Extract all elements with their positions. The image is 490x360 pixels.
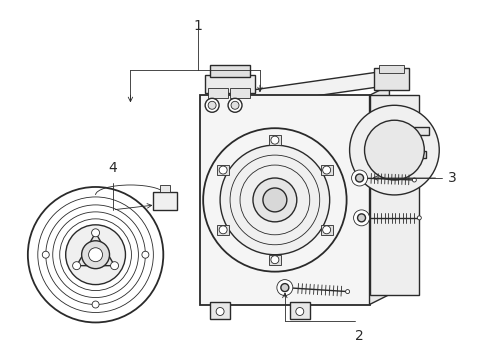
Polygon shape bbox=[215, 71, 390, 110]
Bar bbox=[379, 66, 404, 73]
Bar bbox=[269, 135, 281, 145]
Circle shape bbox=[281, 284, 289, 292]
Text: 1: 1 bbox=[194, 19, 203, 32]
Circle shape bbox=[89, 248, 102, 262]
Bar bbox=[415, 151, 426, 158]
Circle shape bbox=[322, 226, 331, 234]
Circle shape bbox=[205, 98, 219, 112]
Circle shape bbox=[231, 101, 239, 109]
Circle shape bbox=[220, 145, 330, 255]
Text: 4: 4 bbox=[108, 161, 117, 175]
Bar bbox=[217, 165, 229, 175]
Circle shape bbox=[349, 105, 439, 195]
Circle shape bbox=[208, 101, 216, 109]
Circle shape bbox=[417, 216, 421, 220]
Bar bbox=[210, 66, 250, 77]
Circle shape bbox=[358, 214, 366, 222]
Circle shape bbox=[216, 307, 224, 315]
Circle shape bbox=[73, 262, 80, 270]
Bar bbox=[160, 185, 171, 192]
Bar bbox=[369, 95, 419, 294]
Bar bbox=[230, 88, 250, 98]
Circle shape bbox=[271, 136, 279, 144]
Bar bbox=[320, 225, 333, 235]
Polygon shape bbox=[369, 85, 390, 305]
Bar bbox=[217, 225, 229, 235]
Circle shape bbox=[263, 188, 287, 212]
Circle shape bbox=[92, 229, 99, 237]
Bar bbox=[200, 95, 369, 305]
Circle shape bbox=[82, 241, 110, 269]
Bar bbox=[205, 75, 255, 93]
Circle shape bbox=[352, 170, 368, 186]
Circle shape bbox=[277, 280, 293, 296]
Circle shape bbox=[66, 225, 125, 285]
Bar bbox=[415, 127, 429, 135]
Bar bbox=[374, 68, 409, 90]
Bar bbox=[153, 192, 177, 210]
Circle shape bbox=[92, 301, 99, 308]
Circle shape bbox=[253, 178, 297, 222]
Circle shape bbox=[219, 226, 227, 234]
Bar bbox=[269, 255, 281, 265]
Circle shape bbox=[413, 178, 416, 182]
Bar bbox=[210, 302, 230, 319]
Circle shape bbox=[111, 262, 119, 270]
Circle shape bbox=[365, 120, 424, 180]
Circle shape bbox=[42, 251, 49, 258]
Circle shape bbox=[219, 166, 227, 174]
Text: 3: 3 bbox=[448, 171, 457, 185]
Circle shape bbox=[271, 256, 279, 264]
Bar bbox=[320, 165, 333, 175]
Circle shape bbox=[345, 289, 349, 293]
Circle shape bbox=[28, 187, 163, 323]
Circle shape bbox=[356, 174, 364, 182]
Circle shape bbox=[203, 128, 346, 272]
Circle shape bbox=[354, 210, 369, 226]
Circle shape bbox=[322, 166, 331, 174]
Bar bbox=[208, 88, 228, 98]
Circle shape bbox=[142, 251, 149, 258]
Polygon shape bbox=[76, 233, 115, 266]
Bar bbox=[290, 302, 310, 319]
Circle shape bbox=[228, 98, 242, 112]
Circle shape bbox=[296, 307, 304, 315]
Text: 2: 2 bbox=[355, 329, 364, 343]
